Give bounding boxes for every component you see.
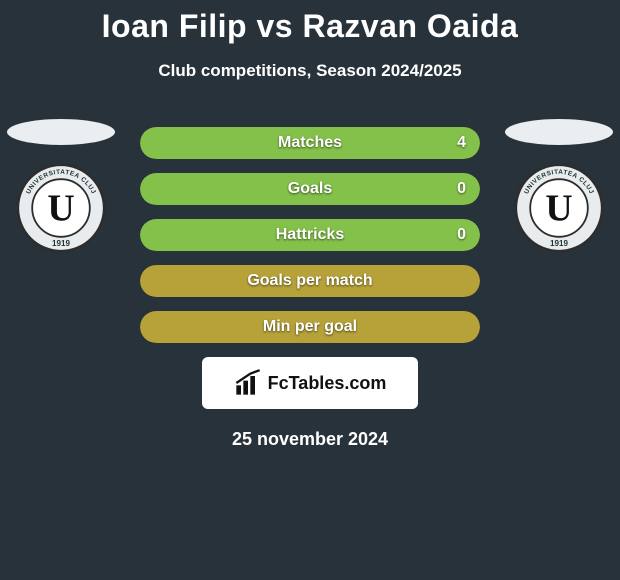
brand-label: FcTables.com <box>268 373 387 394</box>
stat-row-label: Hattricks <box>140 219 480 251</box>
page-title: Ioan Filip vs Razvan Oaida <box>0 0 620 45</box>
player-right-slot: U UNIVERSITATEA CLUJ 1919 <box>504 119 614 253</box>
page-subtitle: Club competitions, Season 2024/2025 <box>0 61 620 81</box>
stat-row: Goals per match <box>140 265 480 297</box>
comparison-stage: U UNIVERSITATEA CLUJ 1919 U UNIVERSITATE… <box>0 127 620 343</box>
stat-row-right-value: 0 <box>457 173 466 205</box>
brand-card: FcTables.com <box>202 357 418 409</box>
stat-row: Matches4 <box>140 127 480 159</box>
stat-row-label: Goals <box>140 173 480 205</box>
svg-text:1919: 1919 <box>550 239 568 248</box>
player-right-photo-placeholder <box>505 119 613 145</box>
player-left-slot: U UNIVERSITATEA CLUJ 1919 <box>6 119 116 253</box>
stat-rows: Matches4Goals0Hattricks0Goals per matchM… <box>140 127 480 343</box>
player-left-photo-placeholder <box>7 119 115 145</box>
stat-row-label: Min per goal <box>140 311 480 343</box>
stat-row-label: Matches <box>140 127 480 159</box>
date-label: 25 november 2024 <box>0 429 620 450</box>
svg-text:U: U <box>545 188 572 230</box>
stat-row-right-value: 4 <box>457 127 466 159</box>
player-left-club-crest: U UNIVERSITATEA CLUJ 1919 <box>16 163 106 253</box>
brand-chart-icon <box>234 369 262 397</box>
svg-text:U: U <box>47 188 74 230</box>
stat-row: Hattricks0 <box>140 219 480 251</box>
stat-row: Min per goal <box>140 311 480 343</box>
stat-row-label: Goals per match <box>140 265 480 297</box>
stat-row: Goals0 <box>140 173 480 205</box>
svg-text:1919: 1919 <box>52 239 70 248</box>
club-crest-icon: U UNIVERSITATEA CLUJ 1919 <box>16 163 106 253</box>
club-crest-icon: U UNIVERSITATEA CLUJ 1919 <box>514 163 604 253</box>
player-right-club-crest: U UNIVERSITATEA CLUJ 1919 <box>514 163 604 253</box>
stat-row-right-value: 0 <box>457 219 466 251</box>
